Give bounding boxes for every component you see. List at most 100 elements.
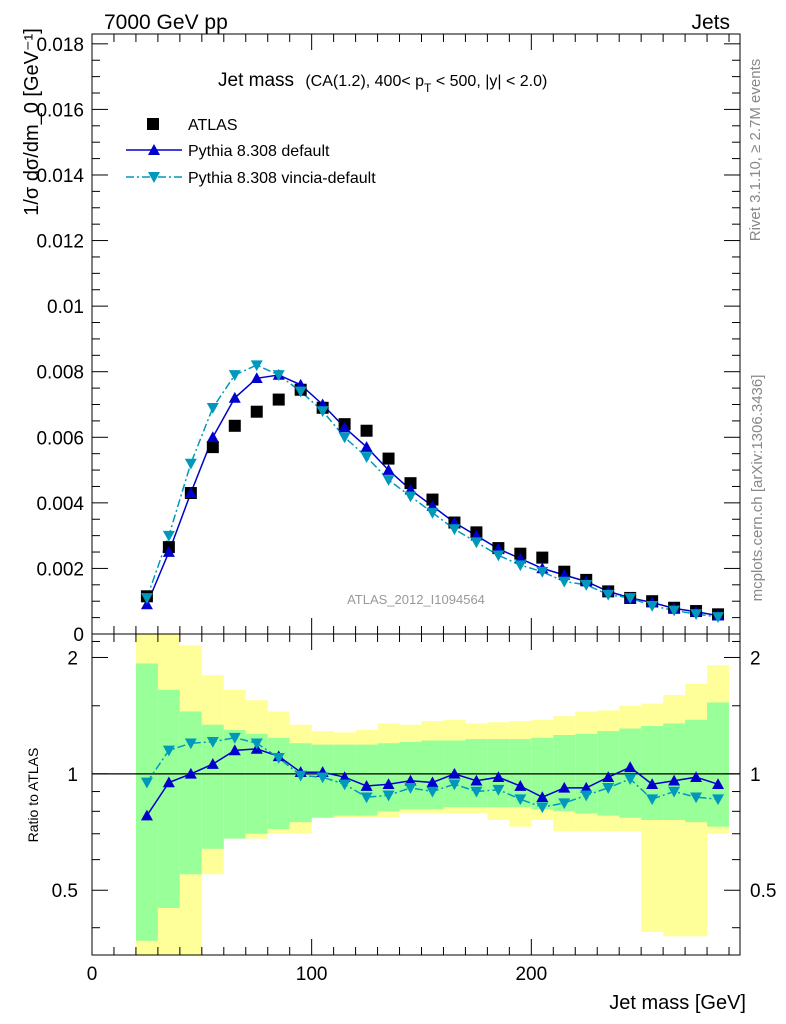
ratio-vincia-point [140,777,153,789]
vincia-series-point [140,593,153,604]
default-series-point [184,487,197,498]
ratio-vincia-point [514,794,527,806]
stat-uncertainty-band [685,719,708,823]
stat-uncertainty-band [377,743,400,812]
legend-default-marker [148,144,160,155]
default-series-point [228,391,241,403]
stat-uncertainty-band [421,740,444,810]
main-y-tick-label: 0.004 [36,494,84,515]
ratio-vincia-point [184,738,197,750]
ratio-default-point [140,809,153,821]
atlas-data-point [272,393,285,406]
main-y-ticks: 0 0.002 0.004 0.006 0.008 0.01 0.012 0.014 0.016… [36,34,740,646]
mcplots-reference-text: mcplots.cern.ch [arXiv:1306.3436] [749,375,766,602]
ratio-default-point [184,767,197,779]
stat-uncertainty-band [663,723,686,820]
vincia-series-point [162,530,175,542]
ratio-default-point [360,780,373,791]
ratio-vincia-point [580,790,593,802]
vincia-series-point [668,605,681,617]
ratio-default-point [338,771,351,783]
main-y-tick-label: 0.016 [36,100,84,121]
header-right-text: Jets [691,11,730,34]
vincia-series-point [426,507,439,519]
ratio-vincia-point [558,798,571,810]
ratio-uncertainty-bands [92,634,740,955]
ratio-vincia-point [448,779,461,791]
ratio-vincia-point [404,783,417,794]
ratio-default-point [228,744,241,756]
ratio-vincia-point [228,732,241,744]
vincia-series-point [294,386,307,398]
main-y-tick-label: 0.014 [36,166,84,187]
legend-default-label: Pythia 8.308 default [188,143,330,160]
vincia-series-point [184,458,197,470]
vincia-series-point [404,491,417,503]
main-y-tick-label: 0.018 [36,35,84,56]
vincia-series-point [382,475,395,486]
ratio-vincia-point [690,792,703,804]
ratio-vincia-point [360,792,373,804]
main-y-tick-label: 0.01 [47,297,84,318]
vincia-series-point [316,406,329,418]
stat-uncertainty-band [201,724,224,849]
default-series-point [382,464,395,475]
atlas-data-point [426,493,439,506]
subtitle-part-2: < 500, |y| < 2.0) [431,73,547,90]
ratio-vincia-point [602,783,615,794]
ratio-y-tick-label-right: 1 [750,765,761,786]
ratio-default-point [514,780,527,791]
ratio-vincia-point [624,774,637,785]
rivet-version-text: Rivet 3.1.10, ≥ 2.7M events [747,59,764,242]
ratio-vincia-point [294,770,307,782]
ratio-default-point [536,791,549,803]
subtitle-part-1: (CA(1.2), 400< p [305,73,424,90]
ratio-vincia-point [712,794,725,806]
ratio-default-point [646,778,659,790]
default-series-point [162,546,175,557]
vincia-series-point [338,432,351,444]
ratio-default-point [712,778,725,790]
atlas-data-point [250,405,263,418]
subtitle-subscript-t: T [424,81,432,95]
ratio-vincia-point [250,738,263,750]
ratio-vincia-point [338,779,351,791]
main-y-tick-label: 0.008 [36,363,84,384]
x-axis-label: Jet mass [GeV] [609,992,746,1014]
default-series-point [250,372,263,384]
main-y-tick-label: 0.012 [36,232,84,253]
legend-vincia-label: Pythia 8.308 vincia-default [188,170,376,187]
stat-uncertainty-band [223,729,246,839]
x-tick-label: 200 [515,964,547,985]
atlas-data-point [404,477,417,490]
x-tick-label: 0 [87,964,98,985]
title-text: Jet mass [218,70,294,91]
atlas-data-point [206,441,219,454]
ratio-vincia-point [426,786,439,798]
vincia-series-point [250,360,263,372]
ratio-default-point [690,771,703,783]
stat-uncertainty-band [289,743,312,823]
ratio-y-tick-label-left: 2 [67,648,78,669]
ratio-y-tick-label-left: 0.5 [52,881,78,902]
ratio-default-point [404,774,417,786]
vincia-series-point [470,537,483,549]
ratio-default-point [492,771,505,783]
legend: ATLAS Pythia 8.308 default Pythia 8.308 … [126,117,376,187]
vincia-series-point [448,524,461,536]
ratio-default-point [470,774,483,786]
ratio-vincia-point [470,786,483,798]
ratio-default-point [162,776,175,788]
ratio-vincia-point [162,745,175,757]
main-plot-marks [140,360,725,623]
atlas-data-point [360,424,373,437]
ratio-y-tick-label-right: 2 [750,648,761,669]
ratio-vincia-point [316,772,329,784]
stat-uncertainty-band [179,711,202,875]
ratio-vincia-point [536,802,549,814]
default-series-point [338,421,351,433]
atlas-data-point [382,452,395,465]
stat-uncertainty-band [707,702,730,827]
default-series-point [206,431,219,443]
